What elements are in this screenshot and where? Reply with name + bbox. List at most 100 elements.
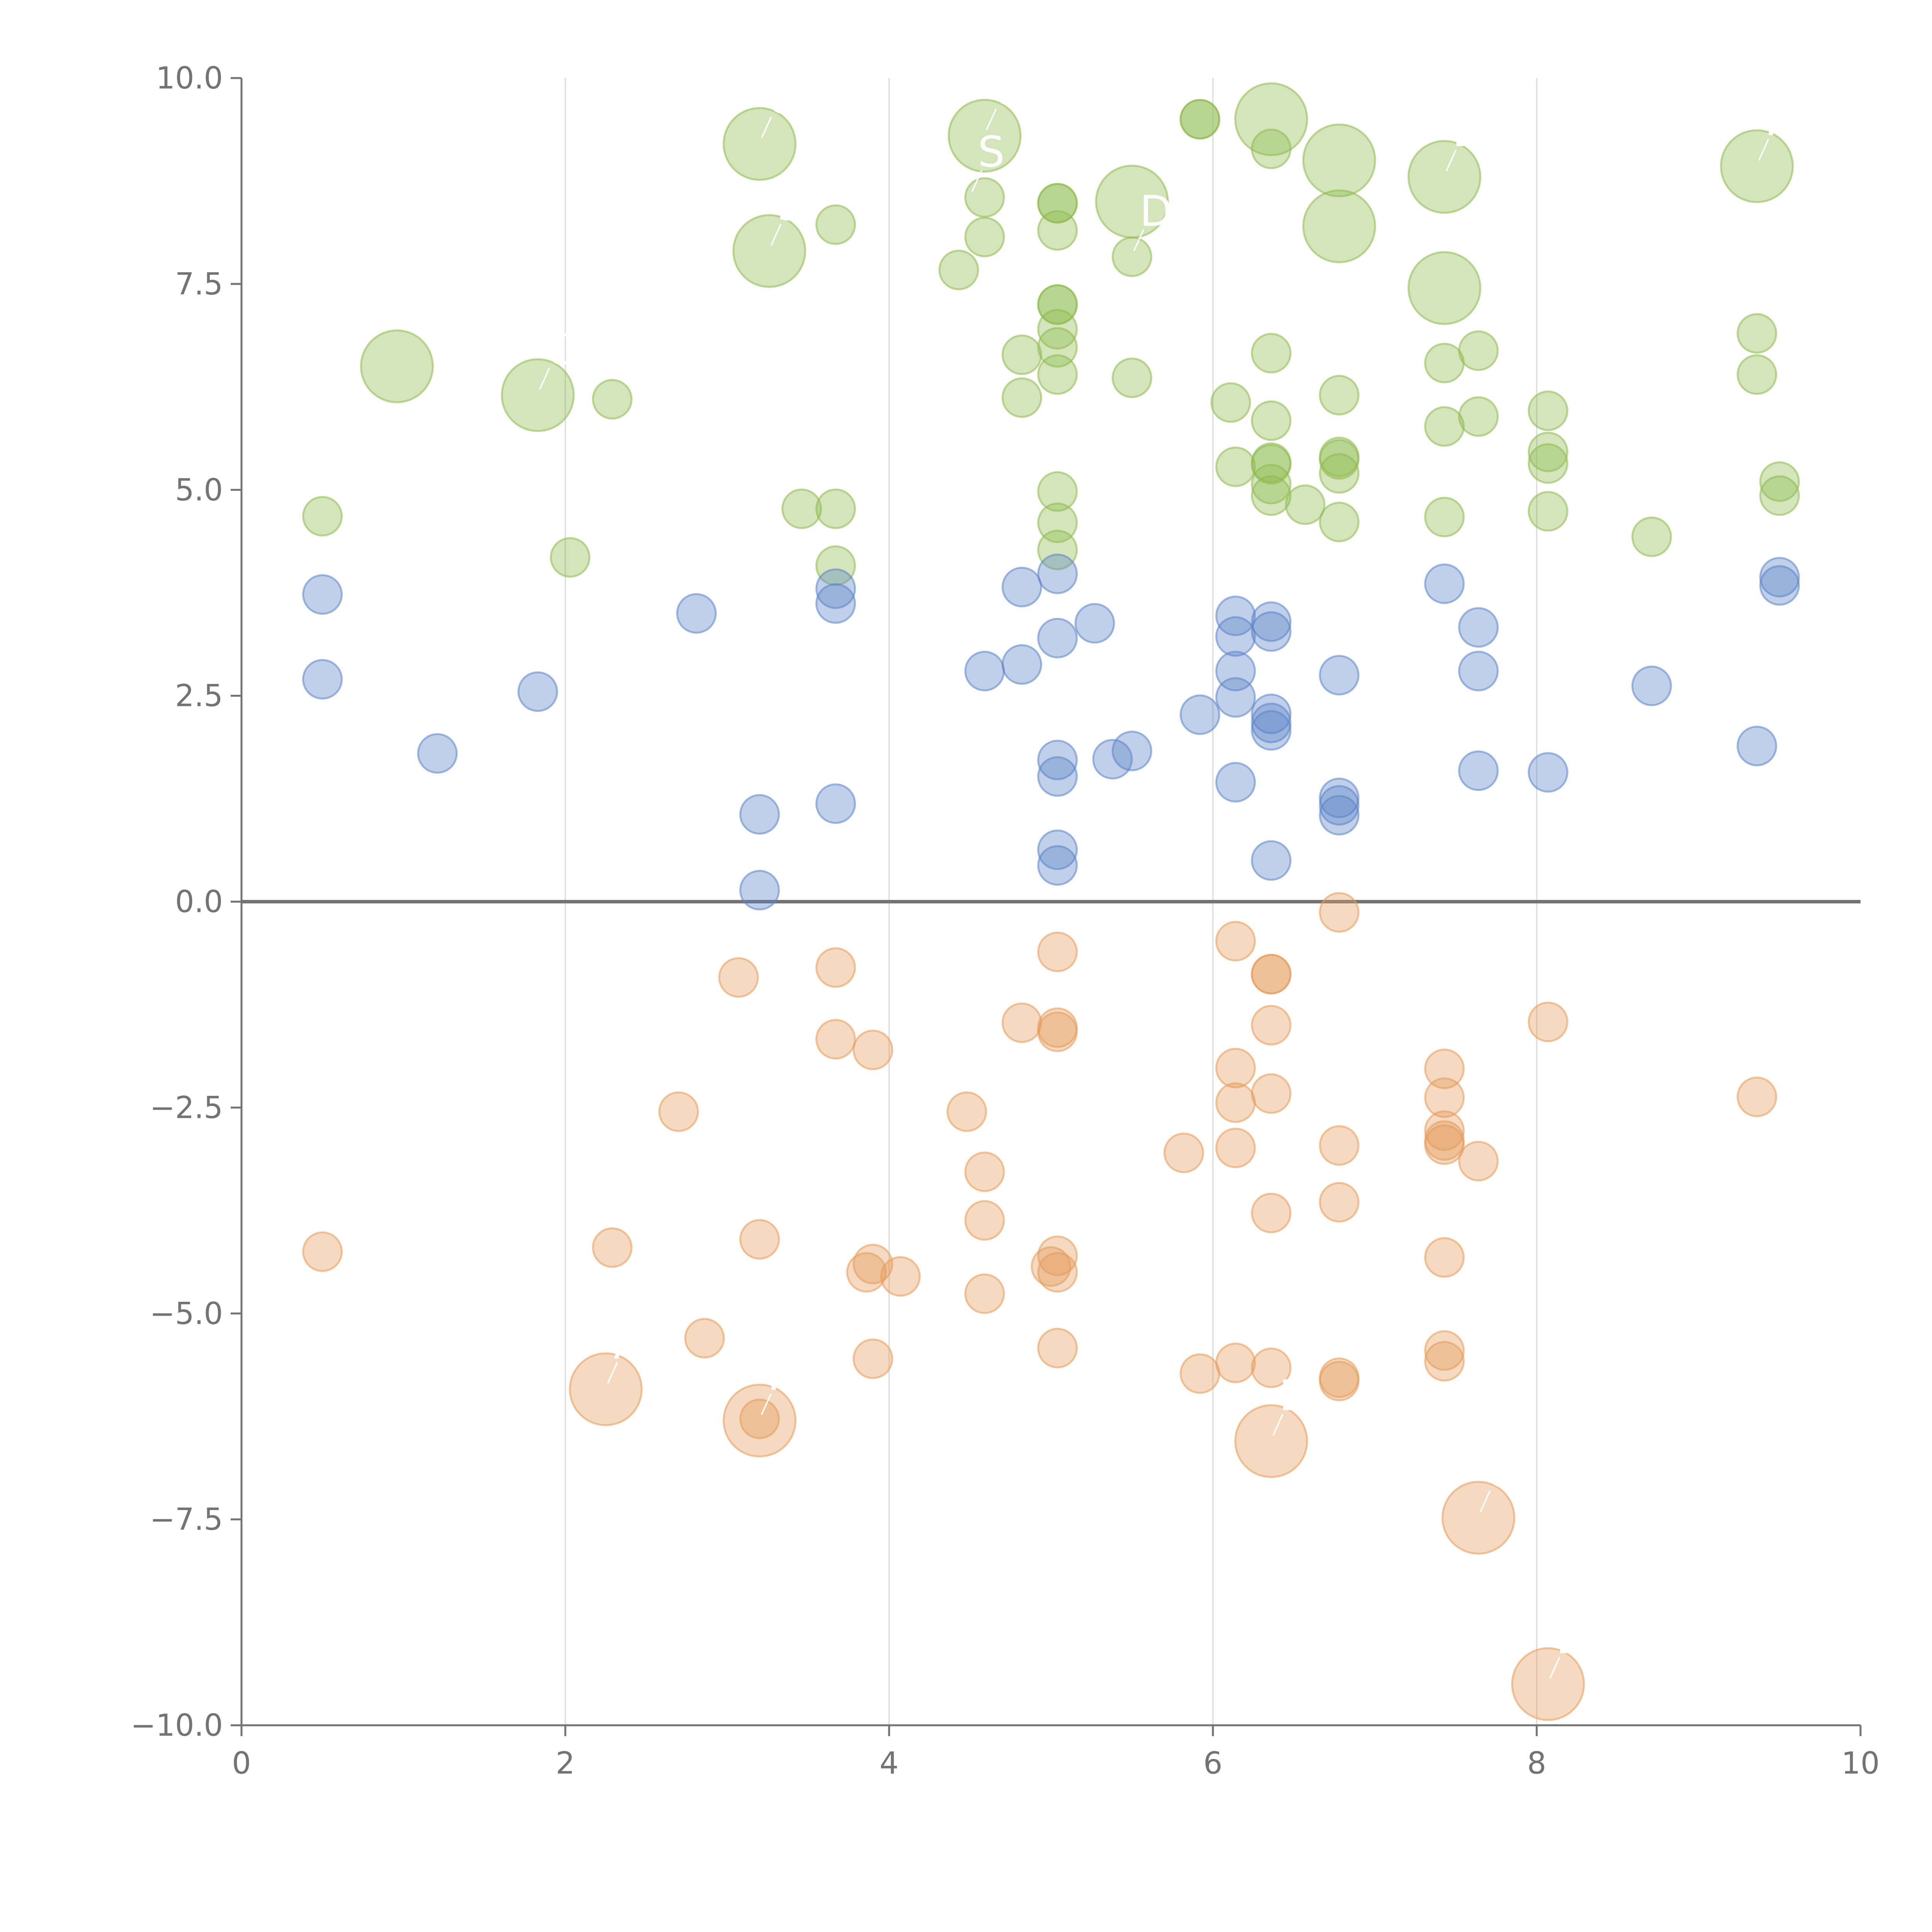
blue-point [1251, 601, 1292, 642]
blue-point [1179, 694, 1220, 735]
annotation-label: 3 [777, 181, 804, 230]
y-tick-label: 0.0 [175, 885, 223, 920]
green-point [1527, 390, 1568, 431]
orange-point [1319, 1182, 1360, 1223]
orange-point [1251, 954, 1292, 995]
green-point [1251, 475, 1292, 516]
orange-point [1424, 1330, 1465, 1371]
y-tick-label: −7.5 [150, 1502, 223, 1537]
orange-point [1037, 1011, 1078, 1052]
annotation-label: S [978, 127, 1005, 177]
orange-point [1458, 1141, 1499, 1182]
orange-point [1179, 1353, 1220, 1394]
green-point [1319, 502, 1360, 543]
green-point [1112, 236, 1152, 277]
annotation-leader [971, 170, 983, 192]
blue-point [1458, 651, 1499, 692]
blue-point [1759, 565, 1800, 606]
orange-point [1319, 1361, 1360, 1401]
y-tick-label: 2.5 [175, 679, 223, 714]
y-tick-label: −10.0 [131, 1708, 223, 1743]
orange-point [723, 1383, 797, 1458]
blue-point [1037, 756, 1078, 797]
green-point [732, 214, 806, 288]
green-point [723, 107, 797, 181]
annotation-label: R [1765, 96, 1794, 145]
blue-point [302, 574, 343, 615]
orange-point [815, 947, 856, 988]
blue-point [1251, 611, 1292, 652]
blue-point [1215, 595, 1256, 636]
orange-point [1424, 1341, 1465, 1382]
orange-point [1215, 921, 1256, 962]
orange-point [658, 1091, 699, 1132]
orange-point [852, 1338, 893, 1379]
orange-point [739, 1219, 780, 1260]
y-tick-label: 10.0 [156, 61, 223, 96]
orange-point [1251, 1073, 1292, 1114]
annotation-leader [1758, 139, 1769, 161]
orange-point [1424, 1110, 1465, 1151]
annotation-leader [607, 1362, 618, 1384]
blue-point [1215, 651, 1256, 692]
orange-point [1037, 932, 1078, 973]
annotation-label: C [1486, 1447, 1516, 1497]
blue-point [676, 593, 717, 634]
y-tick-label: 5.0 [175, 473, 223, 508]
orange-point [1251, 1347, 1292, 1388]
green-point [1037, 309, 1078, 350]
orange-point [852, 1243, 893, 1284]
green-point [1458, 396, 1499, 437]
orange-point [1215, 1128, 1256, 1168]
green-point [501, 358, 575, 432]
orange-point [964, 1200, 1005, 1241]
blue-point [1037, 845, 1078, 886]
annotation-label: C [992, 65, 1022, 115]
annotation-leader [986, 108, 997, 131]
blue-point [1631, 665, 1672, 706]
y-tick-label: −2.5 [150, 1090, 223, 1125]
x-tick-label: 0 [232, 1746, 251, 1781]
green-point [1631, 516, 1672, 557]
annotation-leader [1446, 149, 1457, 172]
green-point [592, 379, 633, 420]
blue-point [1215, 762, 1256, 803]
green-point [815, 204, 856, 245]
orange-point [569, 1352, 643, 1426]
orange-point [1424, 1237, 1465, 1278]
green-point [1251, 333, 1292, 374]
y-tick-label: −5.0 [150, 1296, 223, 1331]
blue-point [1037, 829, 1078, 870]
axes: 0 2 4 6 8 10 −10.0 −7.5 −5.0 −2.5 0.0 2.5 5.0 7.5 10.0 [131, 61, 1880, 1781]
blue-point [517, 671, 558, 712]
orange-point [846, 1252, 887, 1293]
green-point [1234, 82, 1308, 156]
orange-point [1441, 1481, 1515, 1555]
orange-point [1251, 1005, 1292, 1046]
blue-point [1319, 655, 1360, 696]
blue-point [815, 568, 856, 609]
blue-point [302, 659, 343, 700]
data-points [302, 82, 1800, 1721]
orange-point [815, 1019, 856, 1060]
green-point [1407, 140, 1481, 214]
blue-point [1092, 739, 1133, 780]
orange-point [1002, 1002, 1043, 1043]
blue-point [815, 783, 856, 824]
orange-point [1527, 1002, 1568, 1043]
orange-point [684, 1318, 725, 1359]
blue-point [1002, 644, 1043, 685]
green-point [1527, 443, 1568, 484]
x-tick-label: 8 [1527, 1746, 1546, 1781]
blue-point [1037, 740, 1078, 781]
orange-point [1511, 1647, 1585, 1721]
orange-point [592, 1227, 633, 1268]
blue-point [417, 733, 458, 774]
blue-point [1736, 726, 1777, 767]
green-point [1002, 377, 1043, 418]
green-point [1527, 491, 1568, 532]
green-point [1736, 313, 1777, 354]
green-point [1002, 334, 1043, 375]
green-point [1037, 471, 1078, 512]
blue-point [1037, 617, 1078, 658]
